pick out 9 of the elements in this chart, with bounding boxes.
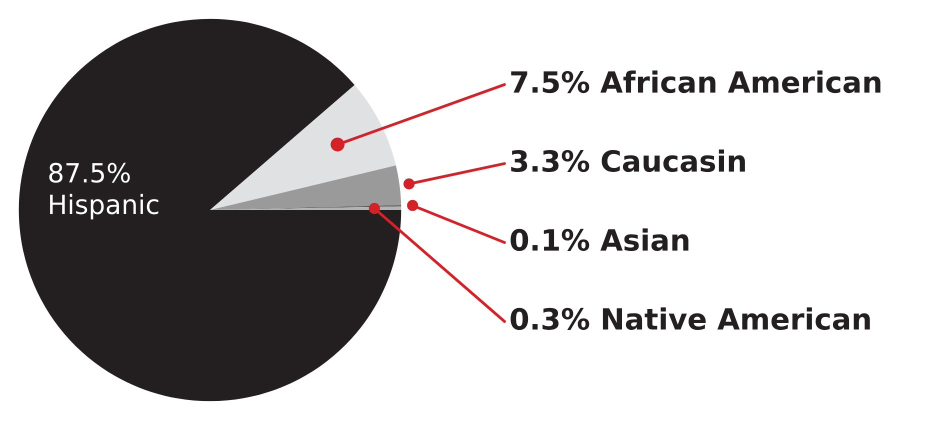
data-label: 87.5% [49,162,130,183]
slice-label: Hispanic [50,194,158,220]
pie-slice [210,165,402,210]
slice-label: 0.3% Native American [510,307,870,330]
pie-slice [18,18,402,402]
slice-label: 0.1% Asian [510,228,688,251]
pie-slice [210,84,396,210]
slice-label: 3.3% Caucasin [511,149,745,172]
slice-label: 7.5% African American [511,70,880,94]
